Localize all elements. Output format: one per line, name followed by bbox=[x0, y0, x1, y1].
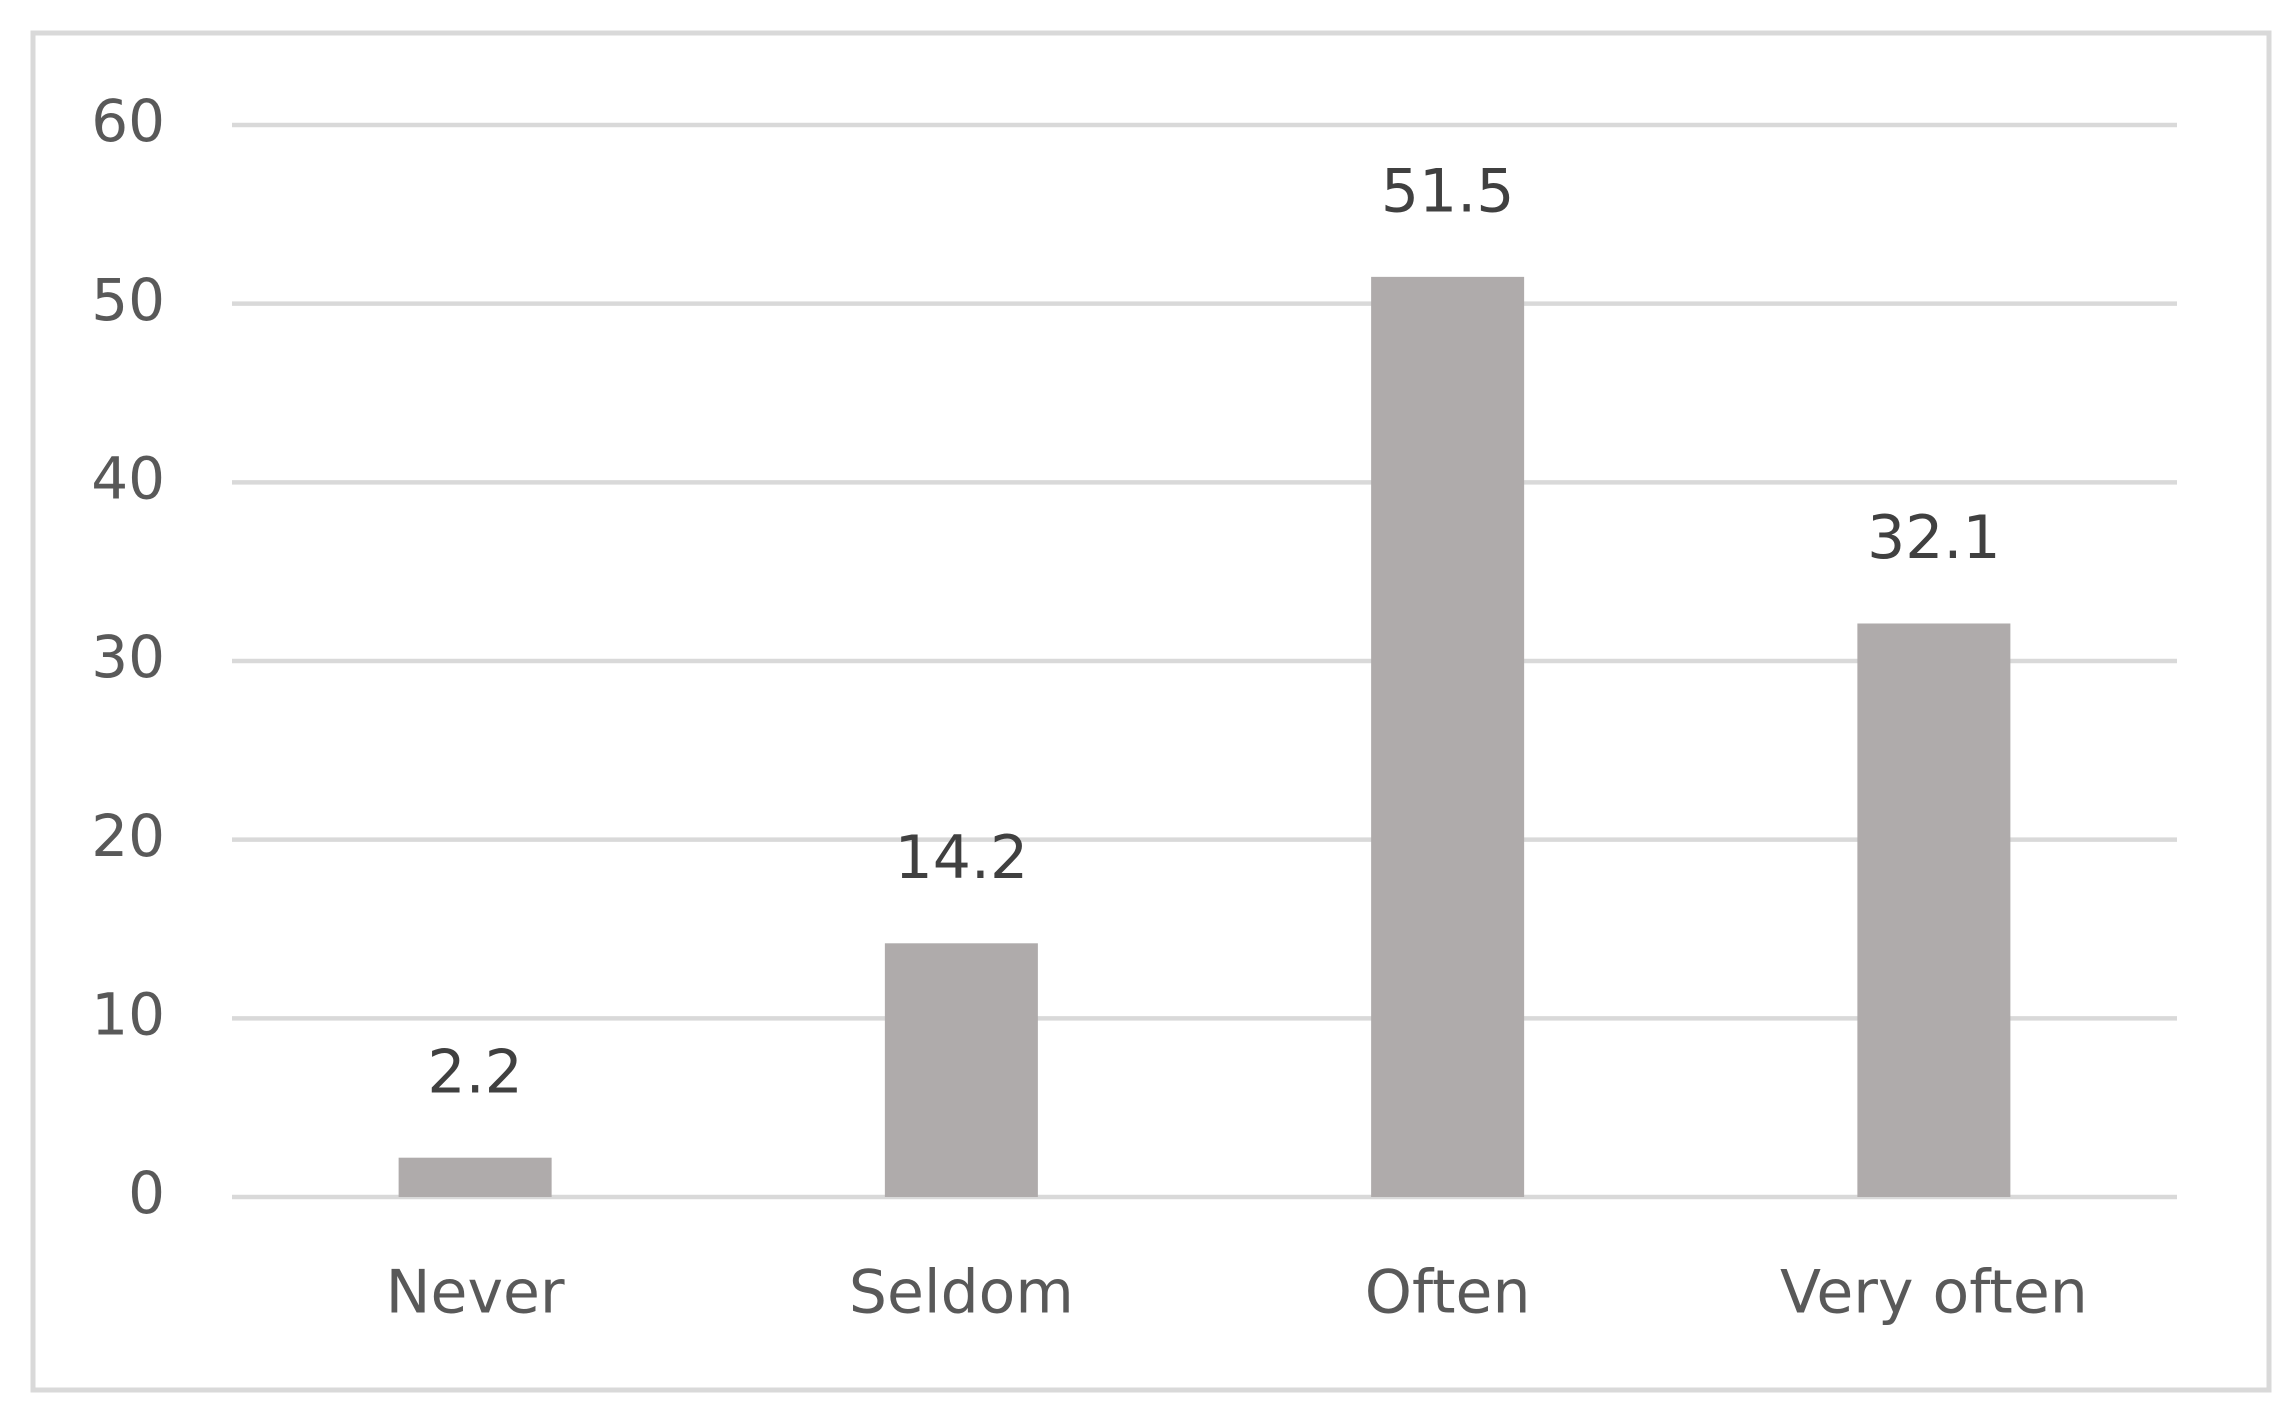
data-label: 14.2 bbox=[895, 823, 1029, 893]
x-tick-label: Often bbox=[1365, 1258, 1531, 1328]
y-tick-label: 50 bbox=[91, 266, 165, 334]
bar bbox=[398, 1157, 552, 1197]
data-label: 51.5 bbox=[1381, 156, 1515, 226]
bar bbox=[884, 943, 1038, 1197]
x-tick-label: Never bbox=[386, 1258, 565, 1328]
y-tick-label: 20 bbox=[91, 802, 165, 870]
y-tick-label: 10 bbox=[91, 980, 165, 1048]
bar bbox=[1857, 623, 2011, 1197]
y-tick-label: 40 bbox=[91, 444, 165, 512]
data-label: 2.2 bbox=[427, 1037, 522, 1107]
bar bbox=[1371, 276, 1525, 1197]
data-label: 32.1 bbox=[1867, 503, 2001, 573]
y-tick-label: 30 bbox=[91, 623, 165, 691]
x-tick-label: Seldom bbox=[849, 1258, 1074, 1328]
y-tick-label: 60 bbox=[91, 87, 165, 155]
y-tick-label: 0 bbox=[128, 1159, 165, 1227]
x-tick-label: Very often bbox=[1780, 1258, 2088, 1328]
